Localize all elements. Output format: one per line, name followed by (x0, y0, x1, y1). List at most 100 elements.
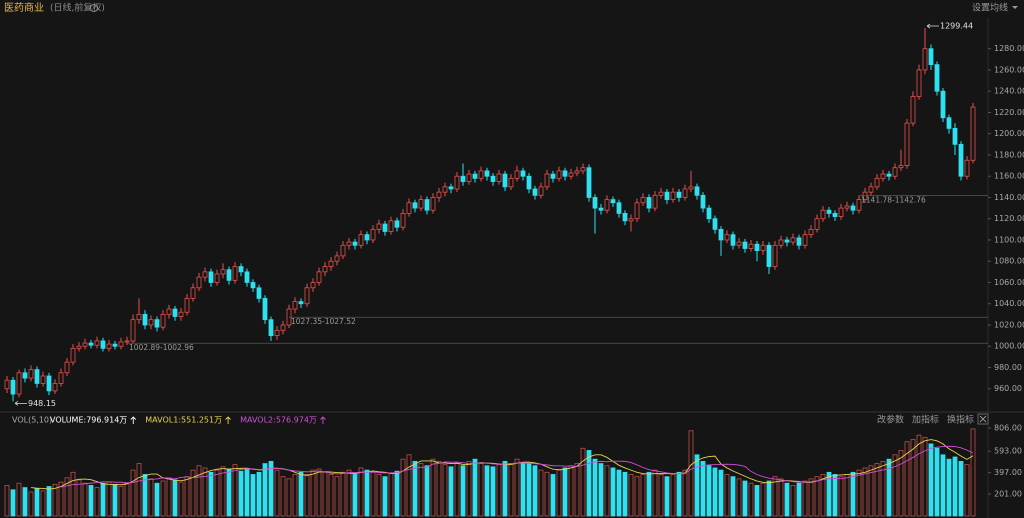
volume-bar (364, 469, 370, 517)
volume-bar (10, 489, 16, 517)
volume-bar (652, 469, 658, 517)
volume-bar (166, 477, 172, 517)
candle-body (166, 308, 172, 315)
volume-bar (538, 469, 544, 517)
volume-bar (406, 454, 412, 517)
candle-body (100, 340, 106, 349)
volume-bar (118, 486, 124, 517)
candle-body (970, 106, 976, 161)
candle-body (328, 260, 334, 267)
volume-bar (934, 447, 940, 517)
close-button[interactable] (977, 413, 989, 425)
volume-bar (868, 465, 874, 517)
volume-bar (892, 454, 898, 517)
volume-bar (208, 471, 214, 517)
indicator-button[interactable]: 加指标 (912, 414, 939, 426)
candle-body (670, 191, 676, 200)
y-tick-label: 1200.00 (994, 129, 1024, 138)
volume-bar (298, 471, 304, 517)
volume-bar (724, 474, 730, 517)
candle-body (142, 313, 148, 326)
candle-body (634, 202, 640, 220)
candle-body (316, 271, 322, 283)
candle-body (262, 298, 268, 321)
volume-bar (238, 470, 244, 517)
volume-bar (562, 467, 568, 517)
volume-bar (124, 482, 130, 517)
volume-bar (604, 465, 610, 517)
candle-body (460, 175, 466, 182)
volume-bar (40, 490, 46, 517)
volume-bar (106, 481, 112, 517)
candle-body (202, 271, 208, 278)
candle-body (910, 96, 916, 124)
candle-body (334, 255, 340, 262)
volume-bar (46, 486, 52, 517)
volume-bar (862, 467, 868, 517)
extreme-label: 948.15 (28, 399, 56, 408)
volume-bar (202, 467, 208, 517)
volume-bar (70, 471, 76, 517)
legend-arrow (320, 416, 326, 424)
gear-icon[interactable] (90, 4, 98, 12)
candle-body (946, 117, 952, 129)
volume-bar (958, 460, 964, 517)
close-icon[interactable] (979, 415, 987, 423)
candle-body (358, 234, 364, 246)
volume-bar (598, 463, 604, 517)
volume-bar (568, 465, 574, 517)
y-tick-label: 1080.00 (994, 257, 1024, 266)
candle-body (886, 173, 892, 177)
candle-body (382, 223, 388, 232)
volume-bar (82, 482, 88, 517)
candle-body (952, 127, 958, 145)
candle-body (580, 167, 586, 172)
volume-bar (928, 443, 934, 517)
volume-bar (142, 474, 148, 517)
indicator-button[interactable]: 换指标 (947, 414, 974, 426)
volume-bar (412, 460, 418, 517)
candle-body (874, 177, 880, 188)
indicator-button[interactable]: 改参数 (877, 414, 904, 426)
volume-bar (448, 466, 454, 517)
volume-bar (574, 463, 580, 517)
volume-bar (112, 483, 118, 517)
volume-bar (382, 476, 388, 517)
candle-body (424, 199, 430, 211)
y-tick-label: 1100.00 (994, 235, 1024, 244)
volume-bar (658, 474, 664, 517)
volume-bar (214, 469, 220, 517)
volume-bar (880, 460, 886, 517)
volume-bar (532, 465, 538, 517)
y-tick-label: 1220.00 (994, 108, 1024, 117)
candle-body (148, 319, 154, 326)
volume-bar (790, 485, 796, 517)
candle-body (640, 197, 646, 204)
candle-body (154, 319, 160, 328)
volume-bar (676, 471, 682, 517)
volume-bar (244, 468, 250, 517)
candle-body (622, 213, 628, 222)
dropdown-icon[interactable] (1012, 6, 1018, 9)
volume-bar (394, 470, 400, 517)
candle-body (4, 379, 10, 390)
volume-bar (922, 436, 928, 517)
legend-arrow (225, 416, 231, 424)
volume-bar (712, 467, 718, 517)
volume-bar (580, 447, 586, 517)
ma-button[interactable]: 设置均线 (972, 2, 1008, 14)
volume-bar (640, 474, 646, 517)
candle-body (34, 369, 40, 384)
volume-bar (946, 458, 952, 517)
volume-bar (352, 474, 358, 517)
candle-body (184, 298, 190, 313)
candle-body (796, 237, 802, 246)
volume-bar (904, 441, 910, 517)
y-tick-label: 1040.00 (994, 299, 1024, 308)
candle-body (550, 173, 556, 179)
candle-body (832, 213, 838, 217)
candle-body (676, 191, 682, 198)
legend-label: VOLUME:796.914万 (50, 416, 127, 425)
